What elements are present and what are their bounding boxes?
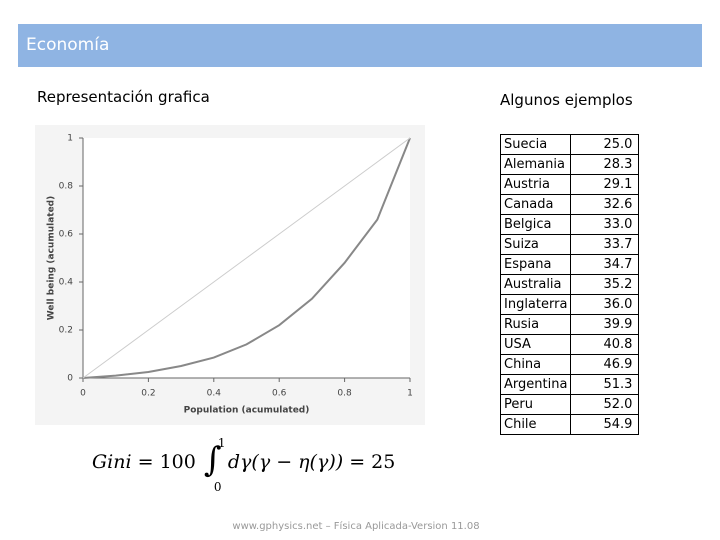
value-cell: 46.9: [570, 354, 640, 375]
country-cell: USA: [499, 334, 572, 355]
upper-limit: 1: [217, 436, 226, 450]
right-title: Algunos ejemplos: [500, 91, 633, 109]
country-cell: China: [499, 354, 572, 375]
table-row: USA 40.8: [499, 334, 640, 355]
value-cell: 29.1: [570, 174, 640, 195]
table-row: Espana 34.7: [499, 254, 640, 275]
y-tick-label: 1: [67, 134, 73, 144]
country-cell: Espana: [499, 254, 572, 275]
country-cell: Peru: [499, 394, 572, 415]
value-cell: 54.9: [570, 414, 640, 435]
table-row: Peru 52.0: [499, 394, 640, 415]
table-row: Rusia 39.9: [499, 314, 640, 335]
x-tick-label: 0: [80, 389, 86, 399]
table-row: Belgica 33.0: [499, 214, 640, 235]
country-cell: Australia: [499, 274, 572, 295]
table-row: Chile 54.9: [499, 414, 640, 435]
chart: 0 0.2 0.4 0.6 0.8 1 0 0.2 0.4 0.6 0.8 1 Population (…: [35, 125, 425, 425]
y-axis-label: Well being (acumulated): [47, 196, 57, 320]
formula: Gini = 100 ∫ 1 0 dγ(γ − η(γ)) = 25: [92, 436, 396, 494]
value-cell: 33.0: [570, 214, 640, 235]
footer: www.gphysics.net – Física Aplicada-Versi…: [232, 521, 480, 532]
table-row: Suecia 25.0: [499, 134, 640, 155]
table-row: Argentina 51.3: [499, 374, 640, 395]
table-row: Inglaterra 36.0: [499, 294, 640, 315]
y-tick-label: 0.4: [59, 278, 74, 288]
y-tick-label: 0.6: [59, 230, 74, 240]
table-row: Alemania 28.3: [499, 154, 640, 175]
y-tick-label: 0.2: [59, 326, 73, 336]
integral-sign: ∫: [203, 440, 222, 480]
country-cell: Rusia: [499, 314, 572, 335]
table-row: Australia 35.2: [499, 274, 640, 295]
value-cell: 28.3: [570, 154, 640, 175]
country-cell: Austria: [499, 174, 572, 195]
series-line: [82, 137, 411, 379]
table-row: Suiza 33.7: [499, 234, 640, 255]
x-tick-label: 0.8: [337, 389, 352, 399]
table-row: Canada 32.6: [499, 194, 640, 215]
x-tick-label: 1: [407, 389, 413, 399]
x-tick-label: 0.2: [141, 389, 155, 399]
y-tick-label: 0: [67, 374, 73, 384]
table: Suecia 25.0 Alemania 28.3 Austria 29.1 Canada 3…: [499, 134, 640, 435]
value-cell: 33.7: [570, 234, 640, 255]
x-axis-label: Population (acumulated): [184, 406, 310, 416]
table-row: Austria 29.1: [499, 174, 640, 195]
value-cell: 40.8: [570, 334, 640, 355]
left-title: Representación grafica: [37, 88, 210, 106]
value-cell: 35.2: [570, 274, 640, 295]
lower-limit: 0: [213, 480, 222, 494]
formula-coefficient: 100: [159, 451, 196, 473]
value-cell: 51.3: [570, 374, 640, 395]
integral: ∫ 1 0: [202, 436, 228, 494]
value-cell: 52.0: [570, 394, 640, 415]
country-cell: Belgica: [499, 214, 572, 235]
value-cell: 34.7: [570, 254, 640, 275]
country-cell: Argentina: [499, 374, 572, 395]
formula-result: 25: [371, 451, 396, 473]
value-cell: 25.0: [570, 134, 640, 155]
country-cell: Suiza: [499, 234, 572, 255]
series-line: [82, 137, 411, 379]
country-cell: Chile: [499, 414, 572, 435]
value-cell: 39.9: [570, 314, 640, 335]
country-cell: Inglaterra: [499, 294, 572, 315]
formula-lhs: Gini =: [92, 451, 160, 473]
country-cell: Suecia: [499, 134, 572, 155]
formula-integrand: dγ(γ − η(γ)) =: [227, 451, 372, 473]
country-cell: Alemania: [499, 154, 572, 175]
x-tick-label: 0.4: [207, 389, 222, 399]
table-row: China 46.9: [499, 354, 640, 375]
value-cell: 36.0: [570, 294, 640, 315]
value-cell: 32.6: [570, 194, 640, 215]
y-tick-label: 0.8: [59, 182, 74, 192]
header-title: Economía: [18, 24, 702, 67]
country-cell: Canada: [499, 194, 572, 215]
x-tick-label: 0.6: [272, 389, 287, 399]
